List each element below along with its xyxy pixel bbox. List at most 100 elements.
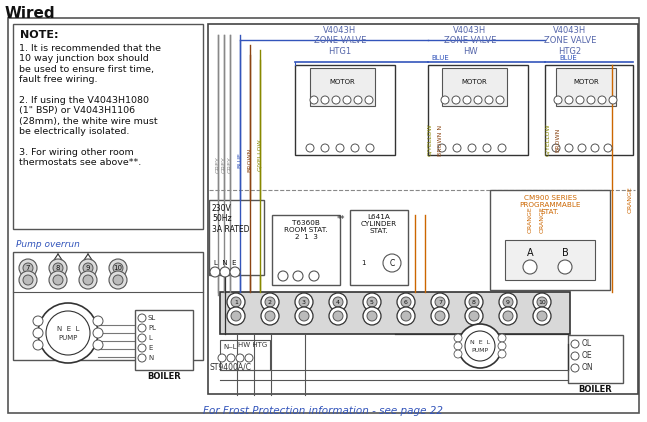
- Text: SL: SL: [148, 315, 156, 321]
- Circle shape: [138, 314, 146, 322]
- Circle shape: [138, 324, 146, 332]
- Text: OL: OL: [582, 340, 592, 349]
- Text: L: L: [148, 335, 152, 341]
- Circle shape: [230, 267, 240, 277]
- Circle shape: [441, 96, 449, 104]
- Text: V4043H
ZONE VALVE
HTG1: V4043H ZONE VALVE HTG1: [314, 26, 366, 56]
- Circle shape: [474, 96, 482, 104]
- Circle shape: [431, 293, 449, 311]
- Circle shape: [83, 275, 93, 285]
- Text: 1: 1: [234, 300, 238, 305]
- Circle shape: [310, 96, 318, 104]
- Text: N‒L: N‒L: [223, 344, 237, 350]
- Circle shape: [431, 307, 449, 325]
- Circle shape: [83, 263, 93, 273]
- Text: ON: ON: [582, 363, 594, 373]
- Circle shape: [49, 259, 67, 277]
- Circle shape: [483, 144, 491, 152]
- Circle shape: [49, 271, 67, 289]
- Bar: [295, 65, 395, 155]
- Circle shape: [571, 340, 579, 348]
- Text: MOTOR: MOTOR: [329, 79, 355, 85]
- Text: NOTE:: NOTE:: [20, 30, 58, 40]
- Circle shape: [113, 263, 123, 273]
- Bar: [428, 65, 528, 155]
- Circle shape: [138, 334, 146, 342]
- Circle shape: [231, 297, 241, 307]
- Bar: [135, 310, 193, 370]
- Text: 10: 10: [538, 300, 546, 305]
- Circle shape: [537, 311, 547, 321]
- Circle shape: [401, 297, 411, 307]
- Text: A: A: [527, 248, 533, 258]
- Circle shape: [33, 340, 43, 350]
- Text: T6360B
ROOM STAT.
2  1  3: T6360B ROOM STAT. 2 1 3: [284, 220, 328, 240]
- Circle shape: [321, 144, 329, 152]
- Text: BOILER: BOILER: [578, 385, 612, 394]
- Circle shape: [571, 364, 579, 372]
- Circle shape: [363, 293, 381, 311]
- Bar: [208, 24, 638, 394]
- Text: Pump overrun: Pump overrun: [16, 240, 80, 249]
- Circle shape: [367, 311, 377, 321]
- Text: 9: 9: [506, 300, 510, 305]
- Bar: [220, 340, 270, 370]
- Text: L  N  E: L N E: [214, 260, 236, 266]
- Circle shape: [604, 144, 612, 152]
- Circle shape: [33, 316, 43, 326]
- Bar: [556, 68, 616, 106]
- Circle shape: [19, 271, 37, 289]
- Circle shape: [293, 271, 303, 281]
- Circle shape: [309, 271, 319, 281]
- Circle shape: [53, 263, 63, 273]
- Circle shape: [401, 311, 411, 321]
- Circle shape: [469, 311, 479, 321]
- Circle shape: [576, 96, 584, 104]
- Circle shape: [295, 307, 313, 325]
- Circle shape: [329, 293, 347, 311]
- Text: 1: 1: [361, 260, 366, 266]
- Text: BROWN: BROWN: [556, 128, 560, 152]
- Text: HW HTG: HW HTG: [238, 342, 268, 348]
- Text: 7: 7: [438, 300, 442, 305]
- Text: 7: 7: [26, 265, 30, 271]
- Circle shape: [321, 96, 329, 104]
- Circle shape: [578, 144, 586, 152]
- Circle shape: [93, 328, 103, 338]
- Text: ST9400A/C: ST9400A/C: [210, 362, 252, 371]
- Text: B: B: [562, 248, 568, 258]
- Circle shape: [397, 307, 415, 325]
- Circle shape: [236, 354, 244, 362]
- Circle shape: [609, 96, 617, 104]
- Circle shape: [499, 293, 517, 311]
- Circle shape: [278, 271, 288, 281]
- Bar: [442, 68, 507, 106]
- Circle shape: [295, 293, 313, 311]
- Circle shape: [93, 316, 103, 326]
- Circle shape: [367, 297, 377, 307]
- Circle shape: [19, 259, 37, 277]
- Circle shape: [365, 96, 373, 104]
- Text: Wired: Wired: [5, 5, 56, 21]
- Text: OE: OE: [582, 352, 593, 360]
- Text: MOTOR: MOTOR: [573, 79, 599, 85]
- Circle shape: [537, 297, 547, 307]
- Circle shape: [33, 328, 43, 338]
- Circle shape: [23, 263, 33, 273]
- Text: CM900 SERIES
PROGRAMMABLE
STAT.: CM900 SERIES PROGRAMMABLE STAT.: [520, 195, 581, 215]
- Text: ORANGE: ORANGE: [527, 207, 532, 233]
- Circle shape: [598, 96, 606, 104]
- Text: E: E: [148, 345, 153, 351]
- Circle shape: [38, 303, 98, 363]
- Circle shape: [452, 96, 460, 104]
- Circle shape: [93, 340, 103, 350]
- Circle shape: [138, 344, 146, 352]
- Circle shape: [265, 311, 275, 321]
- Text: 5: 5: [370, 300, 374, 305]
- Text: V4043H
ZONE VALVE
HTG2: V4043H ZONE VALVE HTG2: [544, 26, 596, 56]
- Circle shape: [533, 293, 551, 311]
- Circle shape: [306, 144, 314, 152]
- Circle shape: [435, 311, 445, 321]
- Circle shape: [265, 297, 275, 307]
- Bar: [568, 335, 623, 383]
